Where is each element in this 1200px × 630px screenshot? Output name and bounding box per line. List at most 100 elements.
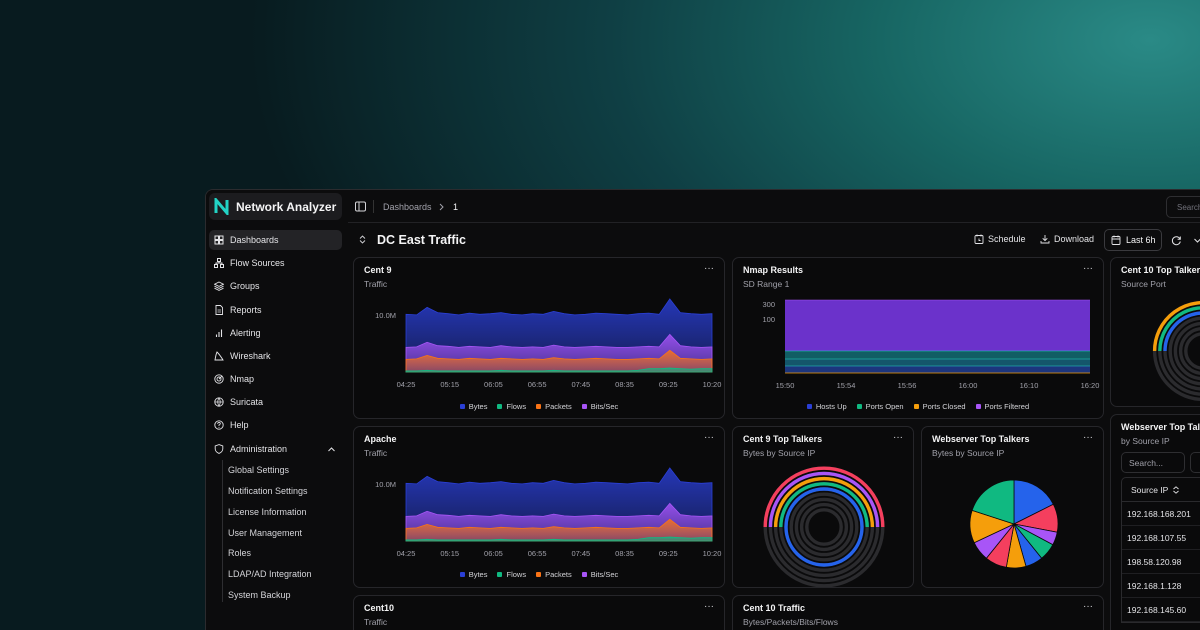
sidebar-item-flow-sources[interactable]: Flow Sources bbox=[209, 253, 342, 273]
series-area-packets bbox=[405, 518, 713, 542]
x-tick-label: 06:55 bbox=[528, 380, 547, 389]
table-search-input[interactable]: Search... bbox=[1121, 452, 1185, 473]
chevron-up-icon[interactable] bbox=[327, 445, 336, 454]
card-title: Cent 10 Top Talkers bbox=[1121, 265, 1200, 275]
download-button[interactable]: Download bbox=[1040, 234, 1094, 244]
table-row[interactable]: 192.168.107.55 bbox=[1122, 526, 1200, 550]
table-header-source-ip[interactable]: Source IP bbox=[1122, 478, 1200, 502]
sidebar-subitem-license-information[interactable]: License Information bbox=[228, 507, 307, 517]
schedule-button[interactable]: Schedule bbox=[974, 234, 1026, 244]
sidebar-subitem-user-management[interactable]: User Management bbox=[228, 528, 303, 538]
traffic-area-chart: 10.0M 04:25 05:15 06:05 06:55 07:45 08:35 09:25… bbox=[375, 467, 721, 558]
legend-label: Packets bbox=[545, 570, 572, 579]
legend-ports-closed[interactable]: Ports Closed bbox=[913, 402, 966, 411]
chevron-down-icon[interactable] bbox=[1193, 236, 1200, 245]
sidebar-subitem-roles[interactable]: Roles bbox=[228, 548, 252, 558]
sidebar-item-help[interactable]: Help bbox=[209, 415, 342, 435]
more-menu-icon[interactable]: ··· bbox=[704, 263, 714, 274]
sidebar-subitem-ldap-integration[interactable]: LDAP/AD Integration bbox=[228, 569, 312, 579]
card-title: Nmap Results bbox=[743, 265, 804, 275]
card-title: Cent 10 Traffic bbox=[743, 603, 806, 613]
legend-hosts-up[interactable]: Hosts Up bbox=[806, 402, 847, 411]
table-row[interactable]: 198.58.120.98 bbox=[1122, 550, 1200, 574]
download-icon bbox=[1040, 235, 1050, 244]
time-range-button[interactable]: Last 6h bbox=[1104, 229, 1162, 251]
legend-bytes[interactable]: Bytes bbox=[459, 570, 487, 579]
swatch bbox=[497, 572, 503, 577]
x-tick-label: 16:00 bbox=[959, 381, 978, 390]
card-subtitle: Traffic bbox=[364, 279, 388, 289]
card-nmap: Nmap Results SD Range 1 ··· 300 100 15:50 1… bbox=[732, 257, 1104, 419]
legend-bytes[interactable]: Bytes bbox=[459, 402, 487, 411]
table-row[interactable]: 192.168.145.60 bbox=[1122, 598, 1200, 622]
app-brand[interactable]: Network Analyzer bbox=[209, 193, 342, 220]
legend-bits[interactable]: Bits/Sec bbox=[581, 402, 618, 411]
radial-bar-ring3[interactable] bbox=[773, 476, 875, 528]
table-row[interactable]: 192.168.168.201 bbox=[1122, 502, 1200, 526]
legend-bits[interactable]: Bits/Sec bbox=[581, 570, 618, 579]
pie-slice[interactable] bbox=[971, 479, 1015, 525]
submenu-guide bbox=[222, 460, 223, 602]
legend-flows[interactable]: Flows bbox=[497, 402, 526, 411]
radial-bar-ring4[interactable] bbox=[779, 482, 869, 528]
sidebar-item-groups[interactable]: Groups bbox=[209, 276, 342, 296]
search-input[interactable]: Search bbox=[1166, 196, 1200, 218]
radial-bar-ring2[interactable] bbox=[768, 471, 880, 528]
sidebar-item-nmap[interactable]: Nmap bbox=[209, 369, 342, 389]
chart-legend: Hosts Up Ports Open Ports Closed Ports F… bbox=[733, 402, 1103, 411]
swatch bbox=[913, 404, 919, 409]
legend-label: Packets bbox=[545, 402, 572, 411]
swatch bbox=[856, 404, 862, 409]
x-tick-label: 07:45 bbox=[571, 380, 590, 389]
more-menu-icon[interactable]: ··· bbox=[1083, 601, 1093, 612]
radial-bar-ring1[interactable] bbox=[1152, 301, 1200, 352]
legend-packets[interactable]: Packets bbox=[536, 402, 572, 411]
legend-ports-filtered[interactable]: Ports Filtered bbox=[975, 402, 1029, 411]
radial-bar-ring1[interactable] bbox=[763, 466, 885, 528]
sidebar-item-alerting[interactable]: Alerting bbox=[209, 323, 342, 343]
more-menu-icon[interactable]: ··· bbox=[1083, 263, 1093, 274]
more-menu-icon[interactable]: ··· bbox=[704, 601, 714, 612]
app-name: Network Analyzer bbox=[236, 199, 337, 214]
more-menu-icon[interactable]: ··· bbox=[893, 432, 903, 443]
sidebar-item-suricata[interactable]: Suricata bbox=[209, 392, 342, 412]
x-tick-label: 06:55 bbox=[528, 549, 547, 558]
x-tick-label: 06:05 bbox=[484, 380, 503, 389]
legend-ports-open[interactable]: Ports Open bbox=[856, 402, 904, 411]
sidebar-item-label: Help bbox=[230, 420, 249, 430]
legend-flows[interactable]: Flows bbox=[497, 570, 526, 579]
nmap-area-chart: 300 100 15:50 15:54 15:56 16:00 16:10 16:20 bbox=[762, 299, 1100, 390]
sidebar-item-administration[interactable]: Administration bbox=[209, 439, 342, 459]
sidebar-subitem-global-settings[interactable]: Global Settings bbox=[228, 465, 290, 475]
legend-label: Flows bbox=[506, 570, 527, 579]
breadcrumb-dashboards[interactable]: Dashboards bbox=[383, 202, 432, 212]
chart-legend: Bytes Flows Packets Bits/Sec bbox=[354, 570, 724, 579]
table-filter-button[interactable] bbox=[1190, 452, 1200, 473]
radial-bar-ring3[interactable] bbox=[1163, 311, 1200, 352]
radar-icon bbox=[214, 374, 224, 384]
swatch bbox=[459, 404, 465, 409]
legend-packets[interactable]: Packets bbox=[536, 570, 572, 579]
more-menu-icon[interactable]: ··· bbox=[704, 432, 714, 443]
sidebar-item-wireshark[interactable]: Wireshark bbox=[209, 346, 342, 366]
sidebar-subitem-system-backup[interactable]: System Backup bbox=[228, 590, 291, 600]
x-tick-label: 06:05 bbox=[484, 549, 503, 558]
sidebar-item-label: Reports bbox=[230, 305, 262, 315]
refresh-icon[interactable] bbox=[1171, 235, 1182, 246]
sidebar-toggle-icon[interactable] bbox=[355, 201, 366, 212]
radial-bar-ring2[interactable] bbox=[1158, 306, 1200, 352]
table-row[interactable]: 192.168.1.128 bbox=[1122, 574, 1200, 598]
sidebar-subitem-notification-settings[interactable]: Notification Settings bbox=[228, 486, 308, 496]
sort-icon bbox=[1173, 486, 1180, 494]
x-tick-label: 16:20 bbox=[1081, 381, 1100, 390]
sidebar-item-dashboards[interactable]: Dashboards bbox=[209, 230, 342, 250]
chevron-updown-icon[interactable] bbox=[358, 235, 367, 244]
radial-bar-ring5[interactable] bbox=[784, 487, 864, 567]
pie-slice[interactable] bbox=[1013, 479, 1054, 525]
ring-track bbox=[1173, 321, 1200, 381]
more-menu-icon[interactable]: ··· bbox=[1083, 432, 1093, 443]
sidebar-item-reports[interactable]: Reports bbox=[209, 300, 342, 320]
card-subtitle: Bytes by Source IP bbox=[932, 448, 1005, 458]
layers-icon bbox=[214, 281, 224, 291]
logo-icon bbox=[214, 198, 229, 215]
